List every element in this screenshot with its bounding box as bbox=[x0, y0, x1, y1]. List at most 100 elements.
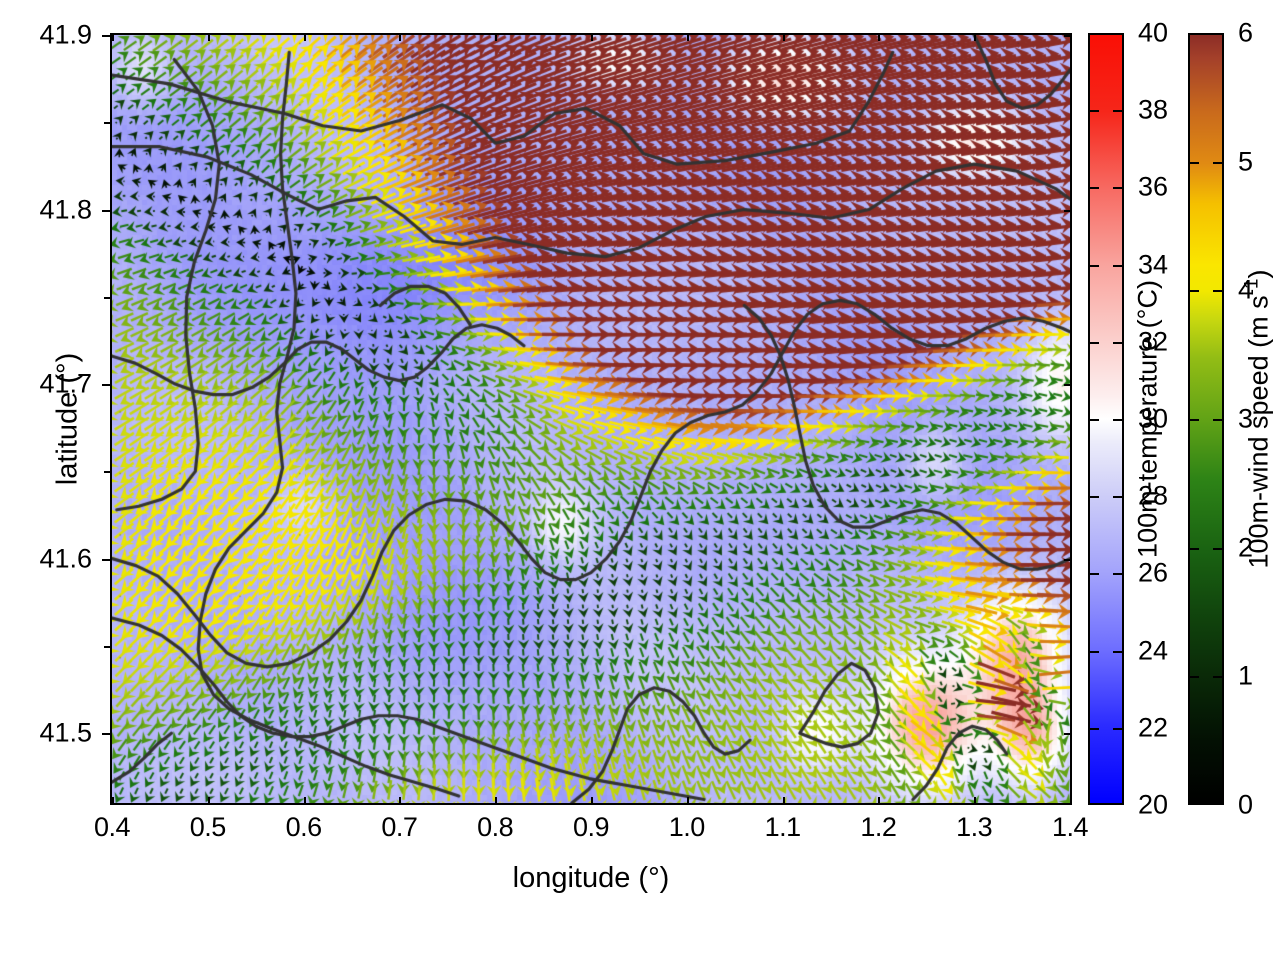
x-tick-top bbox=[686, 33, 689, 41]
x-tick-label: 0.8 bbox=[477, 812, 514, 842]
plot-area bbox=[110, 33, 1072, 805]
colorbar-tick bbox=[1088, 264, 1099, 267]
x-tick bbox=[878, 797, 881, 805]
vector-field-canvas bbox=[112, 35, 1070, 803]
colorbar-tick-label: 6 bbox=[1238, 17, 1254, 48]
y-tick-right bbox=[1064, 384, 1072, 387]
x-tick-label: 0.4 bbox=[93, 812, 131, 842]
colorbar-tick-label: 34 bbox=[1138, 249, 1169, 280]
colorbar-tick-label: 2 bbox=[1238, 532, 1254, 563]
colorbar-tick bbox=[1213, 161, 1224, 164]
colorbar-tick bbox=[1113, 419, 1124, 421]
y-minor-tick bbox=[104, 471, 110, 474]
x-tick bbox=[974, 797, 977, 805]
x-tick-top bbox=[112, 33, 114, 41]
colorbar-tick bbox=[1188, 419, 1199, 421]
x-tick bbox=[112, 797, 114, 805]
y-tick-right bbox=[1064, 35, 1072, 37]
colorbar-tick-label: 3 bbox=[1238, 403, 1254, 434]
x-tick bbox=[399, 797, 402, 805]
x-tick-label: 1.0 bbox=[668, 812, 706, 842]
x-axis-title: longitude (°) bbox=[512, 862, 670, 894]
colorbar-tick bbox=[1213, 290, 1224, 293]
y-tick-label: 41.8 bbox=[39, 194, 92, 225]
x-tick-top bbox=[591, 33, 593, 41]
y-tick-right bbox=[1064, 733, 1072, 736]
x-tick bbox=[686, 797, 689, 805]
colorbar-tick bbox=[1113, 496, 1124, 499]
x-tick-top bbox=[399, 33, 402, 41]
x-tick-label: 0.9 bbox=[572, 812, 610, 842]
x-tick bbox=[303, 797, 306, 805]
y-tick bbox=[102, 384, 110, 387]
y-tick-right bbox=[1064, 558, 1072, 561]
colorbar-tick-label: 26 bbox=[1138, 557, 1169, 588]
colorbar-tick bbox=[1213, 419, 1224, 421]
x-tick-top bbox=[878, 33, 881, 41]
colorbar-tick bbox=[1088, 187, 1099, 190]
colorbar-tick-label: 5 bbox=[1238, 146, 1254, 177]
x-tick bbox=[1070, 797, 1072, 805]
colorbar-tick bbox=[1088, 110, 1099, 113]
y-minor-tick bbox=[104, 645, 110, 648]
colorbar-tick bbox=[1213, 547, 1224, 550]
x-tick-label: 1.4 bbox=[1051, 812, 1089, 842]
y-minor-tick bbox=[104, 122, 110, 125]
colorbar-tick bbox=[1088, 650, 1099, 653]
x-tick-label: 1.1 bbox=[764, 812, 802, 842]
colorbar-tick bbox=[1088, 496, 1099, 499]
x-tick-top bbox=[782, 33, 785, 41]
colorbar-tick-label: 24 bbox=[1138, 635, 1169, 666]
colorbar-tick-label: 36 bbox=[1138, 171, 1169, 202]
colorbar-tick bbox=[1113, 650, 1124, 653]
colorbar-tick bbox=[1113, 573, 1124, 576]
colorbar-tick bbox=[1113, 264, 1124, 267]
colorbar-tick bbox=[1188, 290, 1199, 293]
colorbar-tick bbox=[1188, 676, 1199, 679]
colorbar-tick-label: 1 bbox=[1238, 660, 1254, 691]
colorbar-tick-label: 38 bbox=[1138, 94, 1169, 125]
y-tick-label: 41.9 bbox=[39, 19, 92, 50]
y-tick bbox=[102, 35, 110, 37]
x-tick-top bbox=[303, 33, 306, 41]
colorbar-tick bbox=[1113, 341, 1124, 344]
colorbar-tick bbox=[1188, 161, 1199, 164]
x-tick bbox=[591, 797, 593, 805]
y-tick-label: 41.6 bbox=[39, 543, 92, 574]
x-tick-top bbox=[1070, 33, 1072, 41]
colorbar-tick bbox=[1088, 419, 1099, 421]
colorbar-tick-label: 32 bbox=[1138, 326, 1169, 357]
colorbar-tick-label: 28 bbox=[1138, 480, 1169, 511]
colorbar-tick-label: 22 bbox=[1138, 712, 1169, 743]
y-minor-tick bbox=[104, 296, 110, 299]
x-tick-top bbox=[495, 33, 498, 41]
x-tick-label: 0.7 bbox=[381, 812, 418, 842]
x-tick-label: 1.2 bbox=[860, 812, 897, 842]
colorbar-tick bbox=[1113, 110, 1124, 113]
y-tick-label: 41.5 bbox=[39, 717, 92, 748]
colorbar-tick-label: 0 bbox=[1238, 789, 1254, 820]
x-tick-top bbox=[207, 33, 210, 41]
colorbar-tick bbox=[1113, 727, 1124, 730]
x-tick bbox=[495, 797, 498, 805]
x-tick-top bbox=[974, 33, 977, 41]
y-tick-right bbox=[1064, 209, 1072, 212]
colorbar-tick-label: 20 bbox=[1138, 789, 1169, 820]
x-tick-label: 0.6 bbox=[285, 812, 323, 842]
x-tick-label: 1.3 bbox=[956, 812, 993, 842]
colorbar-tick-label: 40 bbox=[1138, 17, 1169, 48]
colorbar-tick-label: 4 bbox=[1238, 274, 1254, 305]
y-tick bbox=[102, 733, 110, 736]
y-tick bbox=[102, 209, 110, 212]
x-tick bbox=[207, 797, 210, 805]
y-tick-label: 41.7 bbox=[39, 368, 92, 399]
colorbar-tick bbox=[1213, 676, 1224, 679]
colorbar-tick bbox=[1188, 547, 1199, 550]
colorbar-tick bbox=[1088, 341, 1099, 344]
colorbar-tick bbox=[1088, 573, 1099, 576]
y-axis-title: latitude (°) bbox=[51, 352, 84, 486]
colorbar-tick bbox=[1113, 187, 1124, 190]
x-tick-label: 0.5 bbox=[189, 812, 227, 842]
colorbar-tick-label: 30 bbox=[1138, 403, 1169, 434]
